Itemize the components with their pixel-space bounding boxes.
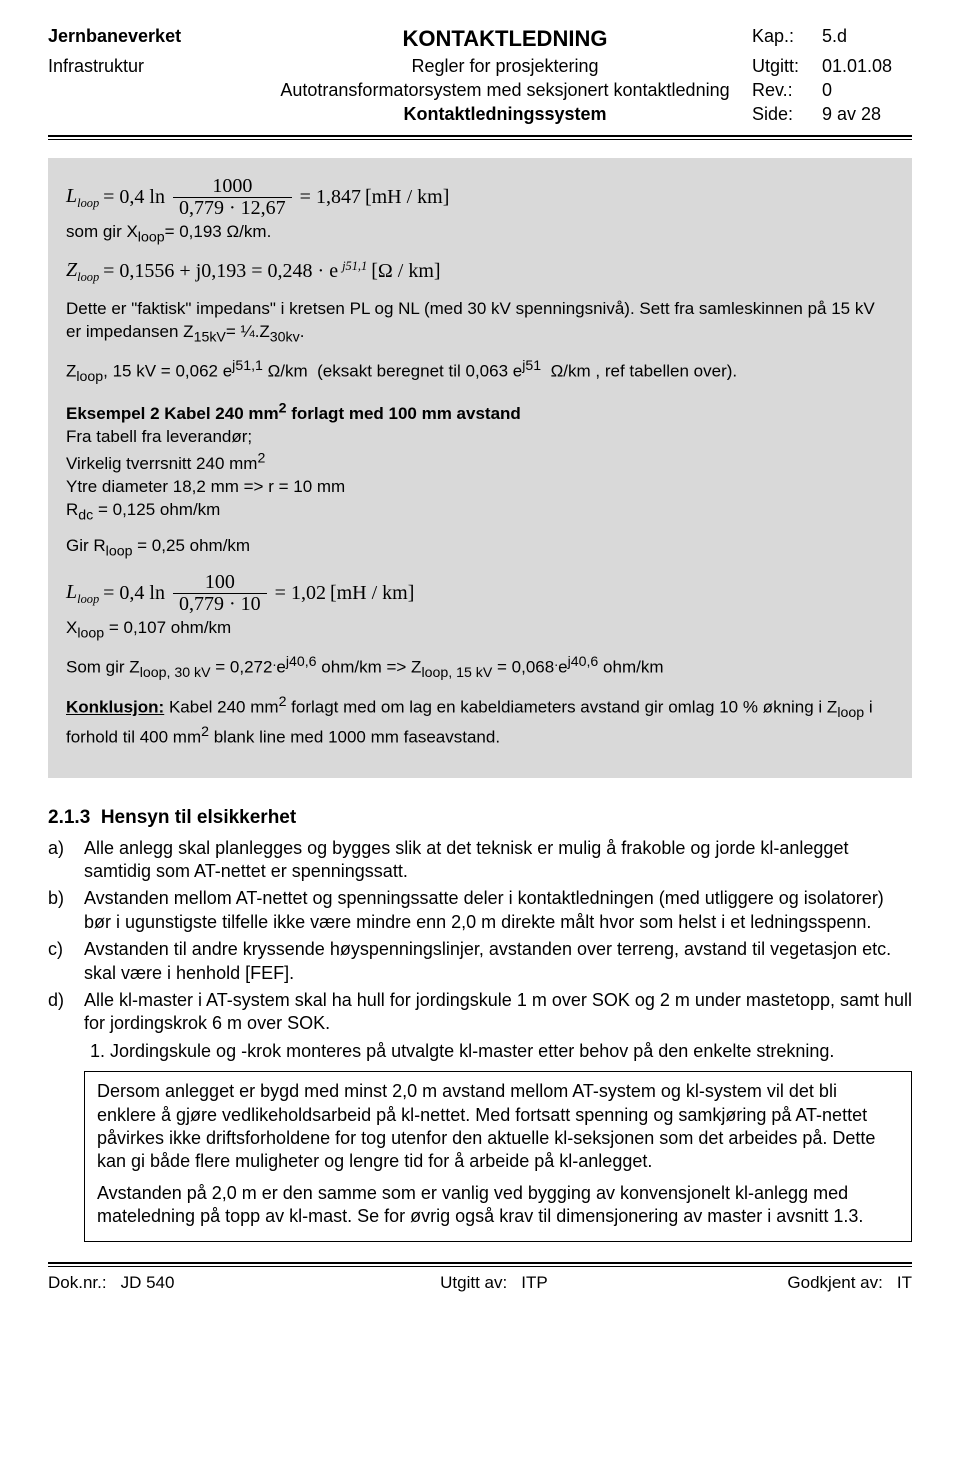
item-d: d) Alle kl-master i AT-system skal ha hu… <box>48 989 912 1242</box>
box-para-2: Zloop, 15 kV = 0,062 ej51,1 Ω/km (eksakt… <box>66 357 894 387</box>
ex-line-4: Rdc = 0,125 ohm/km <box>66 500 220 519</box>
item-a-marker: a) <box>48 837 84 860</box>
godkjent-label: Godkjent av: <box>787 1273 882 1293</box>
item-b-marker: b) <box>48 887 84 910</box>
footer-rule-thick <box>48 1262 912 1264</box>
item-d-box-p1: Dersom anlegget er bygd med minst 2,0 m … <box>97 1080 899 1174</box>
kap-value: 5.d <box>822 24 912 54</box>
eq1-followup: som gir Xloop= 0,193 Ω/km. <box>66 221 894 248</box>
utgitt-label: Utgitt: <box>752 54 822 78</box>
dok-value: JD 540 <box>121 1273 175 1293</box>
item-d-box-p2: Avstanden på 2,0 m er den samme som er v… <box>97 1182 899 1229</box>
item-c: c) Avstanden til andre kryssende høyspen… <box>48 938 912 985</box>
side-label: Side: <box>752 102 822 126</box>
box-para-1: Dette er "faktisk" impedans" i kretsen P… <box>66 298 894 347</box>
item-c-text: Avstanden til andre kryssende høyspennin… <box>84 938 912 985</box>
item-d-1: Jordingskule og -krok monteres på utvalg… <box>110 1040 912 1063</box>
document-header: Jernbaneverket KONTAKTLEDNING Kap.: 5.d … <box>48 24 912 127</box>
item-a-text: Alle anlegg skal planlegges og bygges sl… <box>84 837 912 884</box>
item-d-marker: d) <box>48 989 84 1012</box>
header-rule-thick <box>48 135 912 137</box>
footer-utgitt-value: ITP <box>521 1273 547 1293</box>
item-d-box: Dersom anlegget er bygd med minst 2,0 m … <box>84 1071 912 1241</box>
section-heading: 2.1.3 Hensyn til elsikkerhet <box>48 806 912 831</box>
document-footer: Dok.nr.: JD 540 Utgitt av: ITP Godkjent … <box>48 1273 912 1293</box>
item-b-text: Avstanden mellom AT-nettet og spenningss… <box>84 887 912 934</box>
equation-3: Lloop = 0,4 ln 100 0,779 · 10 = 1,02 [mH… <box>66 572 894 615</box>
rev-label: Rev.: <box>752 78 822 102</box>
ex-line-1: Fra tabell fra leverandør; <box>66 427 252 446</box>
doc-title-4: Kontaktledningssystem <box>258 102 752 126</box>
doc-title-1: KONTAKTLEDNING <box>403 26 608 51</box>
item-c-marker: c) <box>48 938 84 961</box>
section-2-1-3: 2.1.3 Hensyn til elsikkerhet a) Alle anl… <box>48 806 912 1242</box>
ex-line-7: Som gir Zloop, 30 kV = 0,272.ej40,6 ohm/… <box>66 653 894 683</box>
org-name-1: Jernbaneverket <box>48 24 258 54</box>
doc-title-3: Autotransformatorsystem med seksjonert k… <box>258 78 752 102</box>
doc-title-2: Regler for prosjektering <box>258 54 752 78</box>
dok-label: Dok.nr.: <box>48 1273 107 1293</box>
footer-rule-thin <box>48 1266 912 1267</box>
utgitt-value: 01.01.08 <box>822 54 912 78</box>
example-2-title: Eksempel 2 Kabel 240 mm2 forlagt med 100… <box>66 404 521 423</box>
ex-line-3: Ytre diameter 18,2 mm => r = 10 mm <box>66 477 345 496</box>
conclusion: Konklusjon: Kabel 240 mm2 forlagt med om… <box>66 693 894 750</box>
ex-line-2: Virkelig tverrsnitt 240 mm2 <box>66 454 265 473</box>
footer-utgitt-label: Utgitt av: <box>440 1273 507 1293</box>
ex-line-6: Xloop = 0,107 ohm/km <box>66 617 894 644</box>
item-d-intro: Alle kl-master i AT-system skal ha hull … <box>84 989 912 1036</box>
org-name-2: Infrastruktur <box>48 54 258 78</box>
item-b: b) Avstanden mellom AT-nettet og spennin… <box>48 887 912 934</box>
equation-1: Lloop = 0,4 ln 1000 0,779 · 12,67 = 1,84… <box>66 176 894 219</box>
example-box: Lloop = 0,4 ln 1000 0,779 · 12,67 = 1,84… <box>48 158 912 778</box>
item-a: a) Alle anlegg skal planlegges og bygges… <box>48 837 912 884</box>
header-rule-thin <box>48 139 912 140</box>
equation-2: Zloop = 0,1556 + j0,193 = 0,248 · e j51,… <box>66 257 894 286</box>
godkjent-value: IT <box>897 1273 912 1293</box>
side-value: 9 av 28 <box>822 102 912 126</box>
kap-label: Kap.: <box>752 24 822 54</box>
rev-value: 0 <box>822 78 912 102</box>
ex-line-5: Gir Rloop = 0,25 ohm/km <box>66 535 894 562</box>
